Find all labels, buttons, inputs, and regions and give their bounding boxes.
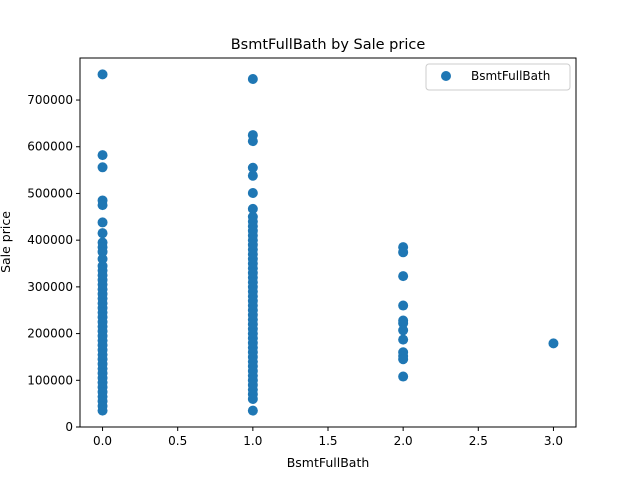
plot-frame [79, 57, 577, 428]
y-tick-label: 200000 [27, 327, 73, 341]
data-point [548, 338, 559, 349]
data-point [247, 405, 258, 416]
x-tick-label: 2.0 [394, 434, 413, 448]
legend-box [425, 63, 571, 91]
points-layer [97, 69, 559, 416]
y-axis: 0 100000 200000 300000 400000 500000 600000 700… [27, 93, 80, 434]
data-point [97, 246, 108, 257]
data-point [247, 203, 258, 214]
y-tick-label: 500000 [27, 186, 73, 200]
data-point [398, 325, 409, 336]
chart-title: BsmtFullBath by Sale price [231, 37, 426, 53]
x-tick-label: 1.5 [318, 434, 337, 448]
data-point [97, 200, 108, 211]
data-point [398, 371, 409, 382]
data-point [97, 217, 108, 228]
data-point [97, 150, 108, 161]
data-point [247, 162, 258, 173]
legend: BsmtFullBath [425, 63, 571, 91]
legend-label: BsmtFullBath [471, 69, 550, 83]
data-point [97, 253, 108, 264]
data-point [97, 162, 108, 173]
x-tick-label: 2.5 [469, 434, 488, 448]
data-point [247, 136, 258, 147]
data-point [398, 318, 409, 329]
x-axis-label: BsmtFullBath [287, 455, 370, 470]
y-tick-label: 400000 [27, 233, 73, 247]
y-tick-label: 600000 [27, 140, 73, 154]
y-tick-label: 700000 [27, 93, 73, 107]
y-tick-label: 100000 [27, 373, 73, 387]
legend-marker [441, 71, 451, 81]
data-point [247, 187, 258, 198]
data-point [97, 69, 108, 80]
data-point [97, 228, 108, 239]
y-axis-label: Sale price [0, 211, 13, 273]
data-point [398, 247, 409, 258]
data-point [247, 393, 258, 404]
y-tick-label: 300000 [27, 280, 73, 294]
y-tick-label: 0 [65, 420, 73, 434]
data-point [247, 74, 258, 85]
x-tick-label: 1.0 [243, 434, 262, 448]
x-tick-label: 0.0 [93, 434, 112, 448]
data-point [398, 354, 409, 365]
x-tick-label: 0.5 [168, 434, 187, 448]
data-point [398, 300, 409, 311]
data-point [97, 405, 108, 416]
data-point [398, 334, 409, 345]
data-point [398, 271, 409, 282]
x-axis: 0.0 0.5 1.0 1.5 2.0 2.5 3.0 [93, 427, 563, 448]
x-tick-label: 3.0 [544, 434, 563, 448]
data-point [247, 170, 258, 181]
